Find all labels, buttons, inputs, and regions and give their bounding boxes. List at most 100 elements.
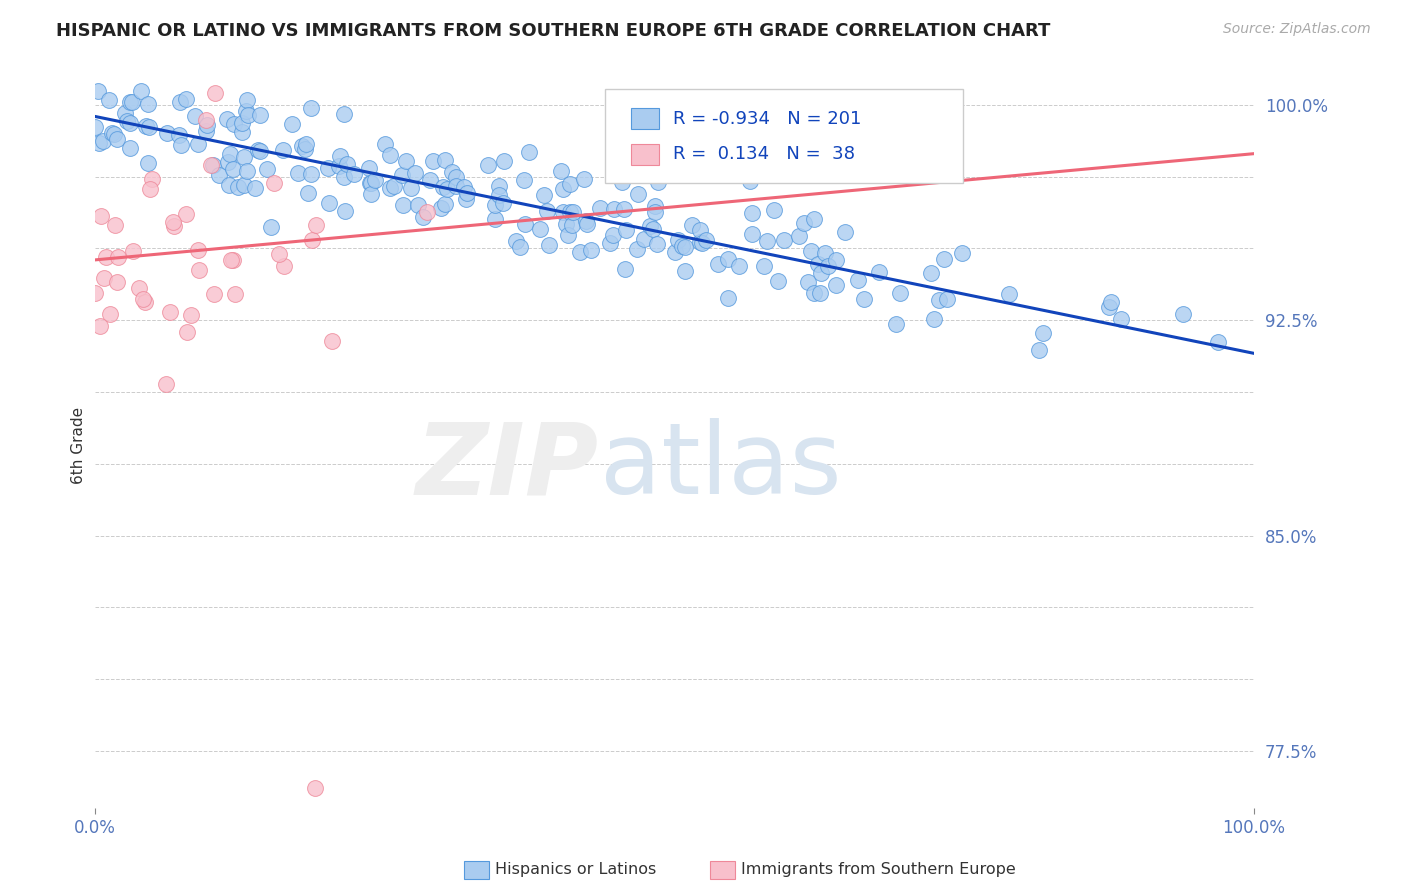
Point <box>558 178 581 192</box>
Point <box>561 219 583 233</box>
Point <box>645 236 668 251</box>
Point <box>221 162 243 177</box>
Point <box>772 233 794 247</box>
Point <box>494 154 516 169</box>
Point <box>121 95 143 109</box>
Point <box>868 265 890 279</box>
Point <box>950 246 973 260</box>
Point <box>187 136 209 151</box>
Point <box>83 285 105 300</box>
Point <box>456 192 478 206</box>
Point <box>249 144 271 158</box>
Point <box>294 137 316 152</box>
Point <box>273 260 295 274</box>
Point <box>94 251 117 265</box>
Point <box>138 182 160 196</box>
Point <box>614 222 637 236</box>
Point <box>602 228 624 243</box>
Point <box>550 164 572 178</box>
Point <box>395 153 418 168</box>
Point <box>814 245 837 260</box>
Point <box>536 204 558 219</box>
Point <box>671 239 693 253</box>
Point <box>529 222 551 236</box>
Point <box>569 244 592 259</box>
Point <box>87 136 110 151</box>
Point <box>754 259 776 273</box>
Point <box>572 171 595 186</box>
Point <box>373 137 395 152</box>
Point <box>318 161 340 176</box>
Point <box>104 218 127 232</box>
Point <box>738 174 761 188</box>
Point <box>401 181 423 195</box>
Point <box>170 138 193 153</box>
Point <box>612 175 634 189</box>
Point <box>243 180 266 194</box>
Point <box>249 107 271 121</box>
Point <box>357 161 380 176</box>
Point <box>817 260 839 274</box>
Point <box>236 93 259 107</box>
Point <box>115 114 138 128</box>
Point <box>551 205 574 219</box>
Point <box>132 292 155 306</box>
Point <box>807 257 830 271</box>
Point <box>246 144 269 158</box>
Point <box>155 377 177 392</box>
Text: HISPANIC OR LATINO VS IMMIGRANTS FROM SOUTHERN EUROPE 6TH GRADE CORRELATION CHAR: HISPANIC OR LATINO VS IMMIGRANTS FROM SO… <box>56 22 1050 40</box>
Point <box>89 319 111 334</box>
Text: ZIP: ZIP <box>416 418 599 516</box>
Point <box>537 238 560 252</box>
Point <box>484 212 506 227</box>
Point <box>626 242 648 256</box>
Point <box>391 168 413 182</box>
Point <box>287 166 309 180</box>
Point <box>834 225 856 239</box>
Point <box>641 222 664 236</box>
Point <box>114 106 136 120</box>
Point <box>741 227 763 242</box>
Point <box>415 204 437 219</box>
Point <box>107 250 129 264</box>
Point <box>560 205 582 219</box>
Point <box>93 271 115 285</box>
Point <box>380 147 402 161</box>
Point <box>644 199 666 213</box>
Point <box>633 232 655 246</box>
Point <box>434 197 457 211</box>
Point <box>453 179 475 194</box>
Point <box>766 274 789 288</box>
Point <box>84 120 107 135</box>
Point <box>555 218 578 232</box>
Point <box>825 253 848 268</box>
Point <box>122 244 145 259</box>
Point <box>575 217 598 231</box>
Point <box>614 262 637 277</box>
Point <box>412 210 434 224</box>
Point <box>263 177 285 191</box>
Point <box>184 109 207 123</box>
Point <box>575 214 598 228</box>
Point <box>797 275 820 289</box>
Point <box>846 273 869 287</box>
Point <box>755 234 778 248</box>
Text: Source: ZipAtlas.com: Source: ZipAtlas.com <box>1223 22 1371 37</box>
Text: Immigrants from Southern Europe: Immigrants from Southern Europe <box>741 863 1015 877</box>
Point <box>509 239 531 253</box>
Point <box>297 186 319 201</box>
Point <box>359 176 381 190</box>
Point <box>824 278 846 293</box>
Point <box>219 253 242 268</box>
Point <box>217 112 239 127</box>
Point <box>235 103 257 118</box>
Point <box>321 334 343 349</box>
Point <box>404 166 426 180</box>
Point <box>488 188 510 202</box>
Point <box>886 317 908 331</box>
Point <box>174 92 197 106</box>
Point <box>613 202 636 217</box>
Point <box>301 233 323 247</box>
Point <box>281 116 304 130</box>
Point <box>336 157 359 171</box>
